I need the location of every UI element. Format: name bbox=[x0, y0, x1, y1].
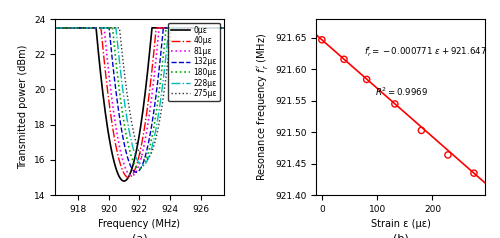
0με bbox=[156, 26, 162, 29]
40με bbox=[126, 176, 132, 179]
228με bbox=[140, 164, 145, 167]
132με bbox=[52, 26, 59, 29]
81με bbox=[52, 26, 59, 29]
275με bbox=[52, 26, 58, 29]
Line: 275με: 275με bbox=[55, 28, 224, 160]
81με bbox=[220, 26, 226, 29]
132με bbox=[152, 99, 158, 102]
228με bbox=[152, 130, 158, 133]
275με bbox=[206, 26, 212, 29]
Line: 0με: 0με bbox=[55, 28, 224, 181]
275με bbox=[153, 137, 159, 140]
X-axis label: Strain ε (με): Strain ε (με) bbox=[370, 219, 430, 229]
Line: 81με: 81με bbox=[55, 28, 224, 176]
40με bbox=[194, 26, 200, 29]
0με bbox=[121, 180, 127, 183]
180με bbox=[206, 26, 212, 29]
Text: $R^2 = 0.9969$: $R^2 = 0.9969$ bbox=[376, 86, 428, 98]
275με bbox=[52, 26, 59, 29]
Line: 180με: 180με bbox=[55, 28, 224, 169]
40με bbox=[153, 29, 159, 32]
81με bbox=[156, 30, 162, 33]
Text: $f_r' = -0.000771\ \varepsilon + 921.647$: $f_r' = -0.000771\ \varepsilon + 921.647… bbox=[364, 45, 486, 59]
40με bbox=[52, 26, 59, 29]
180με bbox=[52, 26, 59, 29]
Line: 132με: 132με bbox=[55, 28, 224, 172]
0με bbox=[206, 26, 212, 29]
228με bbox=[206, 26, 212, 29]
275με bbox=[142, 159, 148, 161]
X-axis label: Frequency (MHz): Frequency (MHz) bbox=[98, 219, 180, 229]
0με bbox=[220, 26, 226, 29]
228με bbox=[52, 26, 58, 29]
228με bbox=[156, 111, 162, 114]
180με bbox=[220, 26, 226, 29]
275με bbox=[152, 139, 158, 142]
40με bbox=[206, 26, 212, 29]
Y-axis label: Resonance frequency $f_r'$ (MHz): Resonance frequency $f_r'$ (MHz) bbox=[254, 33, 270, 181]
0με bbox=[152, 26, 158, 29]
180με bbox=[152, 117, 158, 119]
180με bbox=[194, 26, 200, 29]
Legend: 0με, 40με, 81με, 132με, 180με, 228με, 275με: 0με, 40με, 81με, 132με, 180με, 228με, 27… bbox=[168, 23, 220, 101]
Point bbox=[470, 171, 478, 175]
132με bbox=[220, 26, 226, 29]
Y-axis label: Transmitted power (dBm): Transmitted power (dBm) bbox=[18, 45, 28, 169]
228με bbox=[153, 128, 159, 130]
180με bbox=[153, 113, 159, 116]
81με bbox=[206, 26, 212, 29]
275με bbox=[220, 26, 226, 29]
132με bbox=[133, 171, 139, 174]
Point bbox=[318, 38, 326, 42]
81με bbox=[128, 174, 134, 177]
40με bbox=[152, 35, 158, 38]
132με bbox=[206, 26, 212, 29]
81με bbox=[152, 64, 158, 66]
Line: 40με: 40με bbox=[55, 28, 224, 178]
Point bbox=[340, 57, 348, 61]
132με bbox=[194, 26, 200, 29]
Point bbox=[444, 153, 452, 157]
Point bbox=[418, 129, 426, 132]
0με bbox=[194, 26, 200, 29]
40με bbox=[220, 26, 226, 29]
40με bbox=[156, 26, 162, 29]
132με bbox=[52, 26, 58, 29]
132με bbox=[156, 71, 162, 74]
Text: (b): (b) bbox=[393, 234, 408, 238]
0με bbox=[153, 26, 159, 29]
81με bbox=[52, 26, 58, 29]
0με bbox=[52, 26, 59, 29]
Point bbox=[391, 102, 399, 106]
228με bbox=[194, 26, 200, 29]
228με bbox=[220, 26, 226, 29]
275με bbox=[194, 26, 200, 29]
Text: (a): (a) bbox=[132, 234, 147, 238]
Line: 228με: 228με bbox=[55, 28, 224, 165]
0με bbox=[52, 26, 58, 29]
228με bbox=[52, 26, 59, 29]
180με bbox=[52, 26, 58, 29]
132με bbox=[153, 94, 159, 97]
180με bbox=[136, 167, 142, 170]
40με bbox=[52, 26, 58, 29]
180με bbox=[156, 93, 162, 96]
Point bbox=[362, 78, 370, 81]
275με bbox=[156, 124, 162, 126]
81με bbox=[153, 58, 159, 61]
81με bbox=[194, 26, 200, 29]
